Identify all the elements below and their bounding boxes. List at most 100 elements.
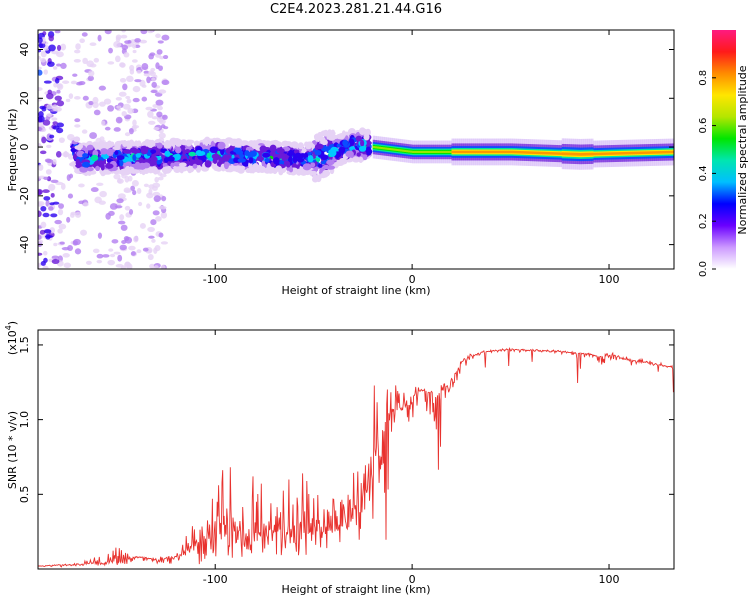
heatmap-cell xyxy=(128,128,134,135)
heatmap-cell xyxy=(193,140,200,147)
heatmap-cell xyxy=(640,151,643,155)
heatmap-cell xyxy=(652,151,655,154)
heatmap-cell xyxy=(48,44,56,52)
heatmap-cell xyxy=(486,150,490,154)
heatmap-cell xyxy=(175,153,181,160)
heatmap-cell xyxy=(42,265,49,269)
heatmap-cell xyxy=(93,57,100,63)
y-tick-label: 40 xyxy=(18,43,31,57)
heatmap-cell xyxy=(664,150,667,154)
heatmap-cell xyxy=(583,152,586,156)
heatmap-cell xyxy=(151,81,157,88)
heatmap-cell xyxy=(167,156,175,162)
heatmap-cell xyxy=(90,154,99,162)
heatmap-cell xyxy=(146,203,151,209)
heatmap-cell xyxy=(307,155,314,163)
heatmap-cell xyxy=(126,98,132,104)
heatmap-cell xyxy=(139,157,144,163)
heatmap-cell xyxy=(342,139,349,147)
heatmap-cell xyxy=(443,150,446,153)
heatmap-cell xyxy=(54,30,61,34)
heatmap-cell xyxy=(612,152,616,155)
heatmap-cell xyxy=(54,95,62,101)
heatmap-cell xyxy=(392,148,395,151)
heatmap-cell xyxy=(46,113,53,117)
heatmap-cell xyxy=(542,151,545,155)
heatmap-cell xyxy=(240,140,249,146)
heatmap-cell xyxy=(38,164,44,171)
heatmap-cell xyxy=(506,150,509,154)
heatmap-cell xyxy=(484,150,488,154)
heatmap-cell xyxy=(668,150,671,154)
heatmap-cell xyxy=(132,85,141,93)
heatmap-cell xyxy=(356,152,361,157)
heatmap-cell xyxy=(49,202,55,206)
heatmap-cell xyxy=(139,39,148,44)
heatmap-cell xyxy=(52,158,57,165)
heatmap-cell xyxy=(435,150,438,153)
heatmap-cell xyxy=(39,105,46,110)
heatmap-cell xyxy=(319,136,326,143)
spectrogram-panel: -100 0 100 -40 -20 0 20 40 Height of straight … xyxy=(6,29,675,297)
heatmap-cell xyxy=(404,149,407,152)
heatmap-cell xyxy=(427,150,431,153)
heatmap-cell xyxy=(62,253,70,258)
heatmap-cell xyxy=(57,228,63,234)
x-tick-label: 0 xyxy=(409,273,416,286)
heatmap-cell xyxy=(159,173,167,178)
heatmap-cell xyxy=(79,166,88,173)
heatmap-cell xyxy=(135,153,142,158)
heatmap-cell xyxy=(66,216,71,223)
heatmap-cell xyxy=(39,150,47,155)
heatmap-cell xyxy=(121,111,127,117)
heatmap-cell xyxy=(351,156,361,163)
heatmap-cell xyxy=(158,232,164,238)
heatmap-cell xyxy=(70,80,78,85)
heatmap-cell xyxy=(55,151,62,158)
x-tick-label: -100 xyxy=(203,273,228,286)
heatmap-cell xyxy=(50,179,59,184)
snr-series xyxy=(38,347,674,568)
heatmap-cell xyxy=(39,229,46,235)
heatmap-cell xyxy=(581,152,584,156)
heatmap-cell xyxy=(317,163,323,168)
heatmap-cell xyxy=(124,40,132,44)
heatmap-cell xyxy=(143,70,150,75)
heatmap-cell xyxy=(130,185,136,191)
y-tick-label: 0.5 xyxy=(18,486,31,504)
heatmap-cell xyxy=(315,143,324,150)
heatmap-cell xyxy=(577,152,580,156)
heatmap-cell xyxy=(57,208,64,216)
heatmap-cell xyxy=(43,250,48,256)
heatmap-cell xyxy=(141,96,148,102)
heatmap-cell xyxy=(473,150,476,154)
heatmap-cell xyxy=(139,79,146,87)
heatmap-cell xyxy=(147,110,154,118)
heatmap-cell xyxy=(157,40,164,44)
heatmap-cell xyxy=(233,165,243,173)
heatmap-cell xyxy=(46,103,54,110)
heatmap-cell xyxy=(423,150,427,153)
heatmap-cell xyxy=(119,159,124,167)
heatmap-cell xyxy=(148,53,155,60)
heatmap-cell xyxy=(551,152,555,155)
heatmap-cell xyxy=(152,191,161,197)
heatmap-cell xyxy=(610,152,614,155)
heatmap-cell xyxy=(388,147,391,151)
heatmap-cell xyxy=(358,145,367,152)
heatmap-cell xyxy=(326,159,335,166)
x-tick-label: -100 xyxy=(203,573,228,586)
heatmap-cell xyxy=(204,160,212,168)
heatmap-cell xyxy=(138,201,143,207)
heatmap-cell xyxy=(99,101,106,107)
heatmap-cell xyxy=(115,116,123,124)
colorbar-label: Normalized spectral amplitude xyxy=(736,65,749,234)
heatmap-cell xyxy=(528,151,531,154)
heatmap-cell xyxy=(38,66,42,70)
heatmap-cell xyxy=(642,151,645,154)
heatmap-cell xyxy=(437,150,440,153)
heatmap-cell xyxy=(240,165,246,170)
heatmap-cell xyxy=(237,158,246,163)
bottom-x-ticks: -100 0 100 xyxy=(203,330,620,586)
heatmap-cell xyxy=(39,58,46,63)
